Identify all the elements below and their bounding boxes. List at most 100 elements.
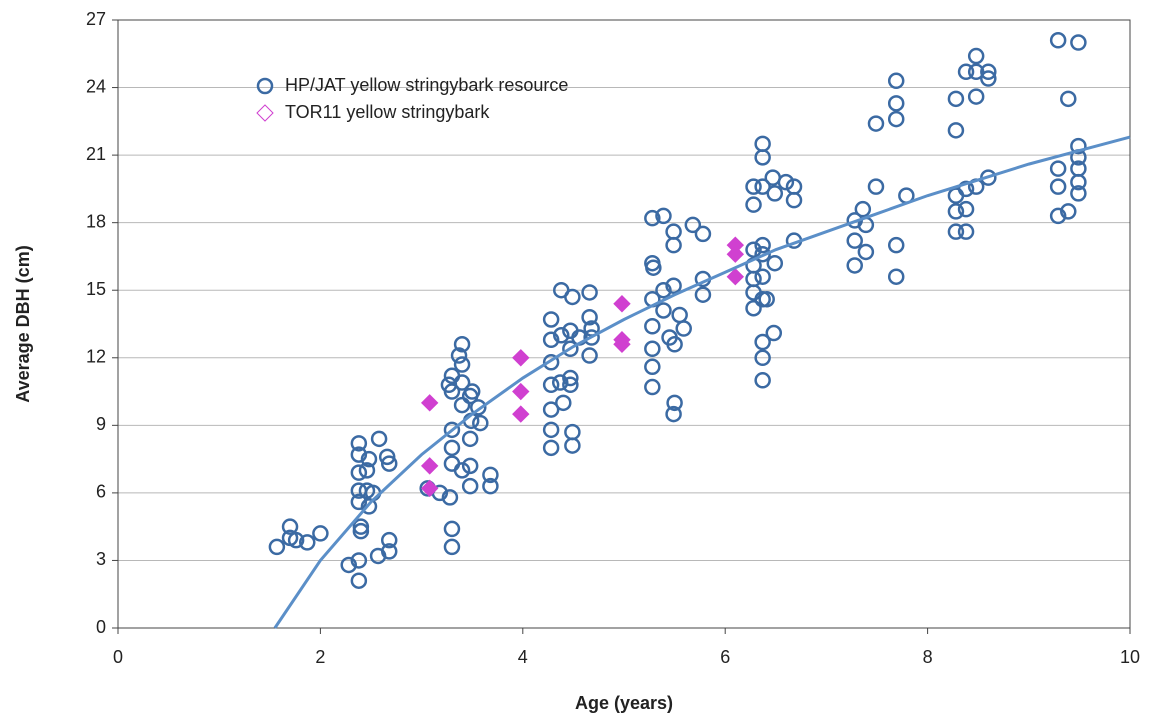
point bbox=[581, 284, 598, 301]
point bbox=[887, 72, 905, 90]
point bbox=[644, 358, 661, 376]
point bbox=[281, 518, 299, 535]
point bbox=[380, 455, 398, 472]
legend-marker bbox=[256, 77, 274, 95]
point bbox=[420, 457, 439, 475]
point bbox=[754, 236, 771, 254]
point bbox=[745, 299, 762, 317]
point bbox=[754, 333, 771, 351]
point bbox=[360, 450, 378, 468]
point bbox=[482, 477, 499, 495]
point bbox=[542, 439, 560, 457]
y-tick-label: 21 bbox=[86, 144, 106, 164]
point bbox=[957, 223, 975, 240]
x-axis-label: Age (years) bbox=[575, 693, 673, 713]
point bbox=[947, 203, 965, 220]
point bbox=[564, 288, 581, 306]
point bbox=[754, 245, 771, 263]
point bbox=[613, 335, 631, 353]
point bbox=[542, 401, 560, 418]
point bbox=[754, 149, 771, 166]
point bbox=[420, 479, 439, 498]
x-tick-label: 0 bbox=[113, 647, 123, 667]
point bbox=[766, 254, 784, 272]
point bbox=[867, 115, 885, 132]
point bbox=[754, 135, 771, 153]
point bbox=[947, 187, 965, 204]
point bbox=[754, 268, 771, 285]
point bbox=[461, 477, 479, 495]
point bbox=[470, 399, 487, 416]
point bbox=[453, 462, 471, 479]
point bbox=[1049, 207, 1067, 225]
point bbox=[512, 405, 530, 423]
point bbox=[726, 245, 745, 263]
point bbox=[581, 308, 598, 326]
point bbox=[358, 462, 376, 479]
point bbox=[665, 236, 682, 254]
point bbox=[777, 173, 795, 191]
point bbox=[443, 421, 461, 439]
point bbox=[378, 448, 396, 466]
point bbox=[684, 216, 702, 234]
point bbox=[765, 324, 783, 342]
point bbox=[644, 209, 661, 227]
point bbox=[340, 556, 357, 574]
point bbox=[887, 95, 905, 112]
point bbox=[542, 331, 560, 349]
point bbox=[655, 302, 672, 319]
y-tick-label: 9 bbox=[96, 414, 106, 434]
point bbox=[512, 382, 530, 401]
point bbox=[450, 347, 468, 364]
point bbox=[644, 340, 661, 358]
point bbox=[666, 336, 683, 353]
point bbox=[665, 405, 682, 423]
legend-marker bbox=[256, 104, 274, 122]
point bbox=[350, 552, 368, 569]
point bbox=[745, 241, 762, 258]
plot-frame bbox=[117, 19, 1131, 629]
point bbox=[754, 372, 771, 389]
point bbox=[380, 531, 398, 549]
point bbox=[443, 520, 461, 538]
y-tick-label: 0 bbox=[96, 617, 106, 637]
point bbox=[671, 306, 688, 324]
point bbox=[564, 423, 581, 441]
point bbox=[857, 243, 875, 261]
point bbox=[542, 354, 560, 371]
x-tick-label: 2 bbox=[315, 647, 325, 667]
point bbox=[694, 286, 712, 303]
x-tick-label: 4 bbox=[518, 647, 528, 667]
y-axis-label: Average DBH (cm) bbox=[13, 245, 33, 402]
point bbox=[887, 236, 905, 254]
point bbox=[542, 311, 560, 328]
point bbox=[957, 200, 975, 218]
point bbox=[1060, 203, 1077, 220]
y-tick-label: 6 bbox=[96, 482, 106, 502]
point bbox=[352, 518, 370, 535]
point bbox=[352, 522, 370, 540]
point bbox=[583, 329, 600, 346]
point bbox=[461, 430, 479, 448]
point bbox=[754, 349, 771, 367]
point bbox=[380, 543, 398, 560]
point bbox=[562, 376, 579, 394]
point bbox=[854, 200, 872, 218]
legend-label: HP/JAT yellow stringybark resource bbox=[285, 75, 568, 95]
point bbox=[1049, 178, 1067, 195]
point bbox=[453, 356, 471, 373]
point bbox=[967, 88, 985, 105]
legend-label: TOR11 yellow stringybark bbox=[285, 102, 490, 122]
point bbox=[1070, 185, 1087, 202]
point bbox=[967, 63, 985, 81]
point bbox=[726, 268, 745, 286]
point bbox=[553, 327, 570, 344]
point bbox=[980, 70, 997, 87]
point bbox=[947, 223, 965, 240]
point bbox=[887, 268, 905, 285]
y-tick-label: 24 bbox=[86, 76, 106, 96]
point bbox=[350, 493, 368, 511]
point bbox=[666, 394, 683, 412]
point bbox=[551, 374, 569, 391]
